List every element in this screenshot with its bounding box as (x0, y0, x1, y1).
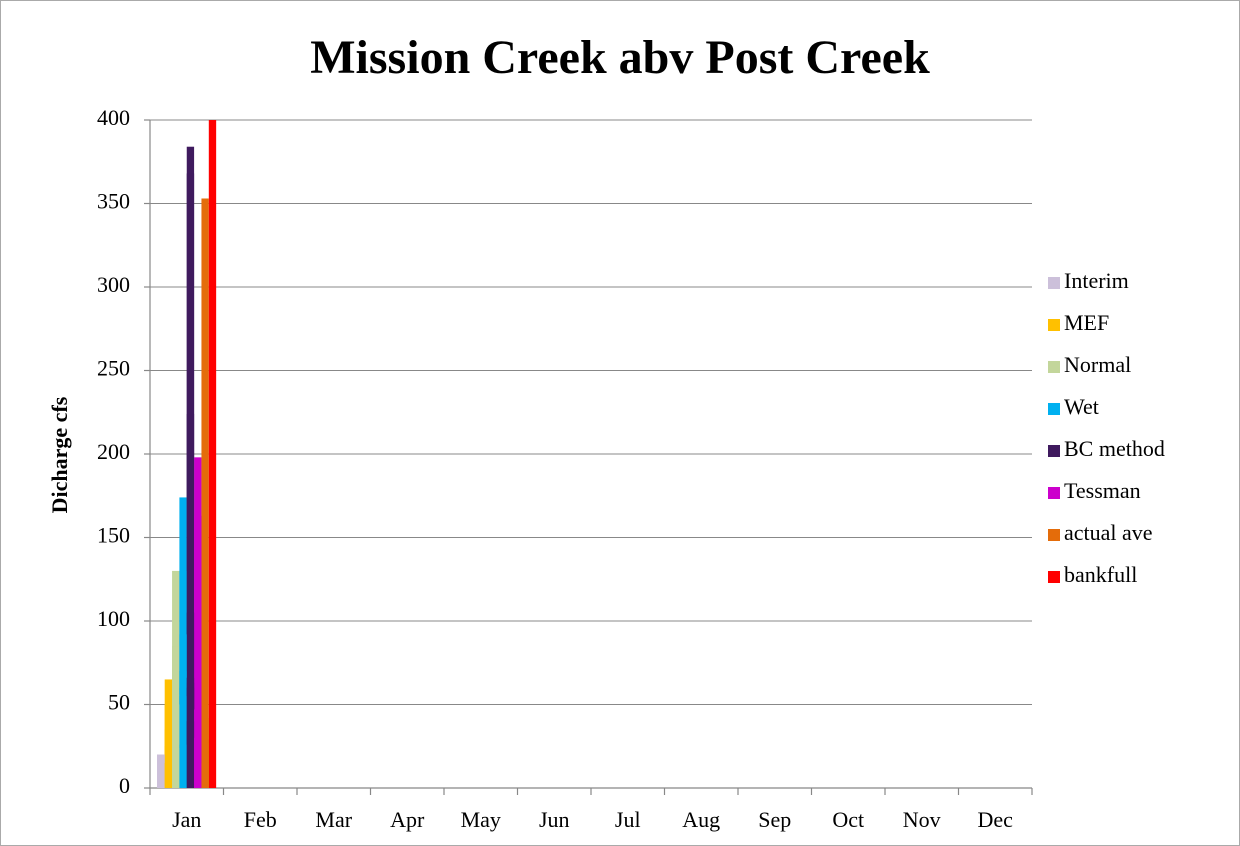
bar (172, 704, 180, 788)
x-tick-label: Jan (172, 807, 201, 832)
y-tick-label: 100 (97, 606, 130, 631)
legend-swatch (1048, 487, 1060, 499)
y-tick-label: 0 (119, 773, 130, 798)
x-tick-label: Feb (244, 807, 277, 832)
x-tick-label: Nov (903, 807, 941, 832)
bar (157, 754, 165, 788)
legend-label: bankfull (1064, 562, 1137, 587)
y-tick-label: 150 (97, 523, 130, 548)
y-tick-label: 250 (97, 356, 130, 381)
bar (164, 762, 173, 788)
bar (179, 696, 187, 788)
x-tick-label: Dec (978, 807, 1014, 832)
legend-label: MEF (1064, 310, 1109, 335)
y-tick-label: 50 (108, 690, 130, 715)
bar (201, 198, 209, 789)
x-tick-label: Jul (615, 807, 641, 832)
legend-label: Tessman (1064, 478, 1141, 503)
legend-swatch (1048, 571, 1060, 583)
legend-label: actual ave (1064, 520, 1153, 545)
legend-label: Interim (1064, 268, 1129, 293)
legend-swatch (1048, 319, 1060, 331)
legend-swatch (1048, 445, 1060, 457)
legend-swatch (1048, 361, 1060, 373)
bar (208, 120, 217, 788)
bar (194, 515, 202, 788)
legend-label: BC method (1064, 436, 1165, 461)
legend-swatch (1048, 403, 1060, 415)
x-tick-label: Aug (682, 807, 720, 832)
legend-swatch (1048, 529, 1060, 541)
x-tick-label: Sep (758, 807, 791, 832)
y-axis-label: Dicharge cfs (47, 396, 72, 513)
y-tick-label: 300 (97, 272, 130, 297)
y-tick-label: 350 (97, 189, 130, 214)
bar (194, 737, 202, 788)
bar (186, 721, 195, 788)
legend-label: Normal (1064, 352, 1131, 377)
x-tick-label: Apr (390, 807, 425, 832)
x-tick-label: Jun (539, 807, 570, 832)
x-tick-label: Oct (832, 807, 864, 832)
legend-label: Wet (1064, 394, 1099, 419)
legend-swatch (1048, 277, 1060, 289)
bar (201, 762, 209, 788)
bar (179, 744, 187, 788)
x-tick-label: May (461, 807, 501, 832)
bar (172, 747, 180, 788)
chart-title: Mission Creek abv Post Creek (310, 31, 930, 84)
bar (186, 173, 195, 788)
y-tick-label: 200 (97, 439, 130, 464)
x-tick-label: Mar (315, 807, 352, 832)
y-tick-label: 400 (97, 105, 130, 130)
